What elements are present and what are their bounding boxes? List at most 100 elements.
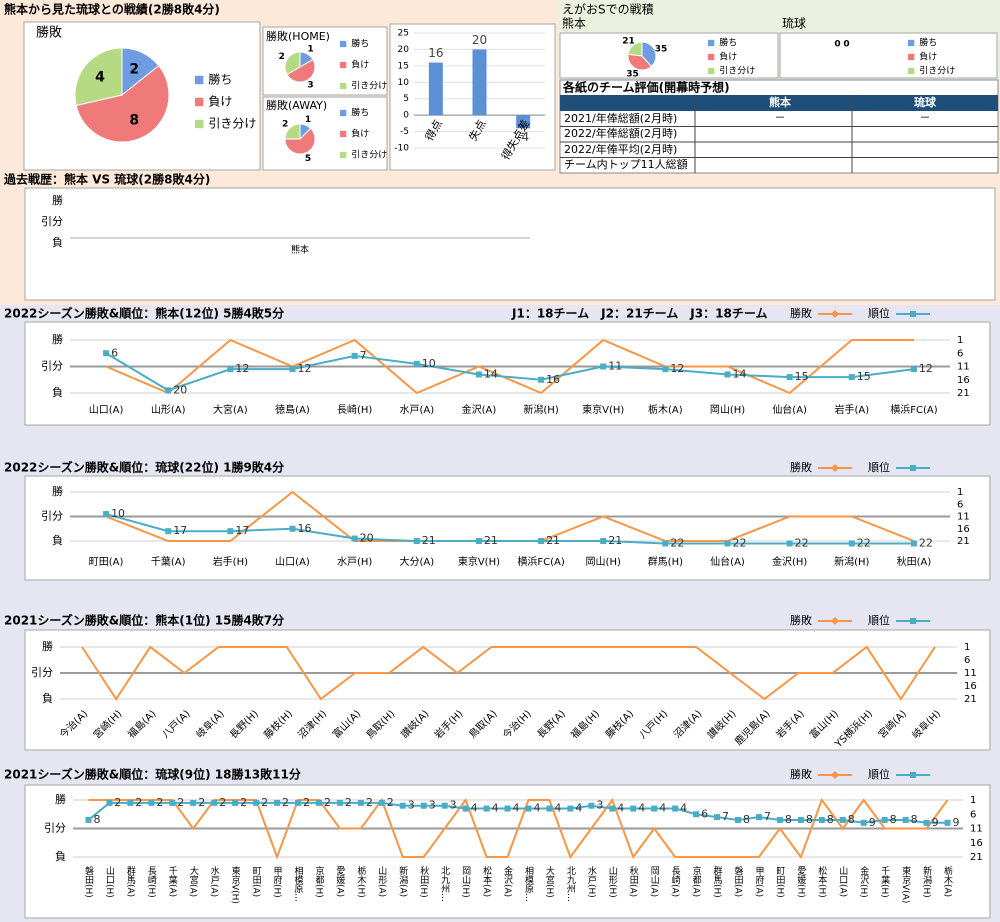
rank-label: 2 [261, 796, 268, 809]
y-tick-label: 15 [398, 61, 409, 71]
chart-title: 琉球 [782, 17, 806, 31]
x-tick-label: 山形(A) [376, 866, 387, 897]
x-tick-label: 栃木(A) [648, 403, 683, 416]
rank-label: 4 [554, 802, 561, 815]
x-tick-label: 山口(H) [104, 866, 115, 898]
rank-marker [85, 816, 92, 823]
pie-value-label: 21 [622, 36, 635, 46]
rank-marker [357, 799, 364, 806]
y-tick-label: 0 [403, 111, 409, 121]
rank-label: 2 [177, 796, 184, 809]
legend-label: 勝ち [208, 72, 232, 87]
rank-label: 17 [173, 524, 187, 537]
rank-marker [148, 799, 155, 806]
legend-marker [831, 617, 839, 625]
rank-marker [567, 805, 574, 812]
rank-label: 7 [764, 810, 771, 823]
rank-label: 14 [484, 367, 498, 380]
rank-label: 4 [638, 802, 645, 815]
series-line [105, 352, 915, 392]
y2-tick-label: 1 [957, 335, 963, 346]
y-tick-label: 引分 [31, 665, 53, 679]
x-tick-label: 京都(H) [313, 865, 324, 898]
x-tick-label: 山口(A) [89, 404, 124, 416]
rank-marker [106, 799, 113, 806]
chart-title: 熊本 [562, 16, 586, 31]
legend-label: 負け [719, 51, 737, 63]
legend-label: 勝敗 [790, 460, 812, 474]
rank-label: 2 [156, 796, 163, 809]
rank-label: 20 [360, 532, 374, 545]
rank-label: 21 [608, 534, 622, 547]
y2-tick-label: 21 [957, 388, 970, 399]
y-tick-label: 勝 [55, 792, 66, 806]
rank-marker [546, 805, 553, 812]
legend-swatch [340, 109, 347, 117]
x-tick-label: 金沢(A) [502, 865, 513, 897]
x-tick-label: 甲府(A) [753, 866, 764, 897]
bar-value-label: -4 [517, 130, 529, 144]
y2-tick-label: 1 [957, 487, 963, 498]
rank-marker [797, 816, 804, 823]
pie-slice [284, 123, 301, 140]
rank-marker [165, 528, 172, 535]
pie-value-label: 8 [129, 112, 139, 128]
y-tick-label: 20 [398, 45, 410, 55]
rank-marker [881, 816, 888, 823]
rank-label: 2 [135, 796, 142, 809]
rank-label: 22 [733, 536, 747, 549]
y2-tick-label: 11 [957, 362, 970, 373]
rank-marker [776, 816, 783, 823]
bar [428, 62, 443, 116]
x-tick-label: 京都(A) [691, 865, 702, 897]
panel-frame [24, 187, 996, 301]
rank-marker [413, 538, 420, 544]
rank-label: 17 [235, 524, 249, 537]
rank-label: 22 [857, 536, 871, 549]
x-tick-label: 水戸(A) [399, 404, 434, 416]
rank-marker [420, 802, 427, 809]
y2-tick-label: 16 [970, 838, 983, 849]
legend-swatch [908, 67, 915, 75]
rank-label: 16 [298, 522, 312, 535]
rank-label: 9 [869, 816, 876, 829]
pie-value-label: 1 [305, 115, 311, 125]
x-tick-label: 横浜FC(A) [890, 403, 937, 416]
rank-marker [475, 371, 482, 378]
pie-value-label: 1 [307, 44, 313, 54]
legend-label: 引き分け [351, 150, 387, 161]
row-label: 2022/年俸総額(2月時) [564, 126, 677, 140]
x-tick-label: 群馬(H) [712, 865, 723, 898]
evaluation-table: 各紙のチーム評価(開幕時予想) 熊本 琉球 2021/年俸総額(2月時) － －… [559, 79, 999, 174]
rank-marker [786, 374, 793, 381]
rank-marker [600, 538, 607, 544]
rank-label: 21 [546, 534, 560, 547]
legend-marker [910, 772, 916, 778]
x-tick-label: 横浜FC(A) [517, 555, 564, 568]
rank-label: 12 [670, 362, 684, 375]
x-tick-label: 長崎(H) [146, 866, 157, 898]
legend-label: 引き分け [208, 117, 256, 131]
x-tick-label: 相模原… [523, 865, 534, 902]
x-tick-label: 千葉(H) [879, 866, 890, 898]
rank-label: 2 [345, 796, 352, 809]
x-tick-label: 仙台(A) [710, 555, 745, 568]
x-tick-label: 群馬(H) [648, 555, 683, 568]
rank-label: 2 [366, 796, 373, 809]
legend-swatch [340, 82, 347, 90]
legend-swatch [340, 40, 347, 48]
rank-marker [848, 540, 855, 547]
x-tick-label: 松本(H) [816, 865, 827, 898]
legend-swatch [708, 39, 715, 47]
x-tick-label: 磐田(H) [83, 865, 94, 898]
y2-tick-label: 11 [970, 824, 983, 835]
pie-slice [284, 127, 316, 155]
legend-swatch [340, 151, 347, 159]
y-tick-label: 負 [52, 236, 63, 249]
series-line [105, 513, 914, 545]
rank-marker [538, 376, 545, 383]
y-tick-label: 5 [403, 94, 409, 104]
panel-frame [24, 629, 991, 751]
rank-label: 9 [932, 816, 939, 829]
